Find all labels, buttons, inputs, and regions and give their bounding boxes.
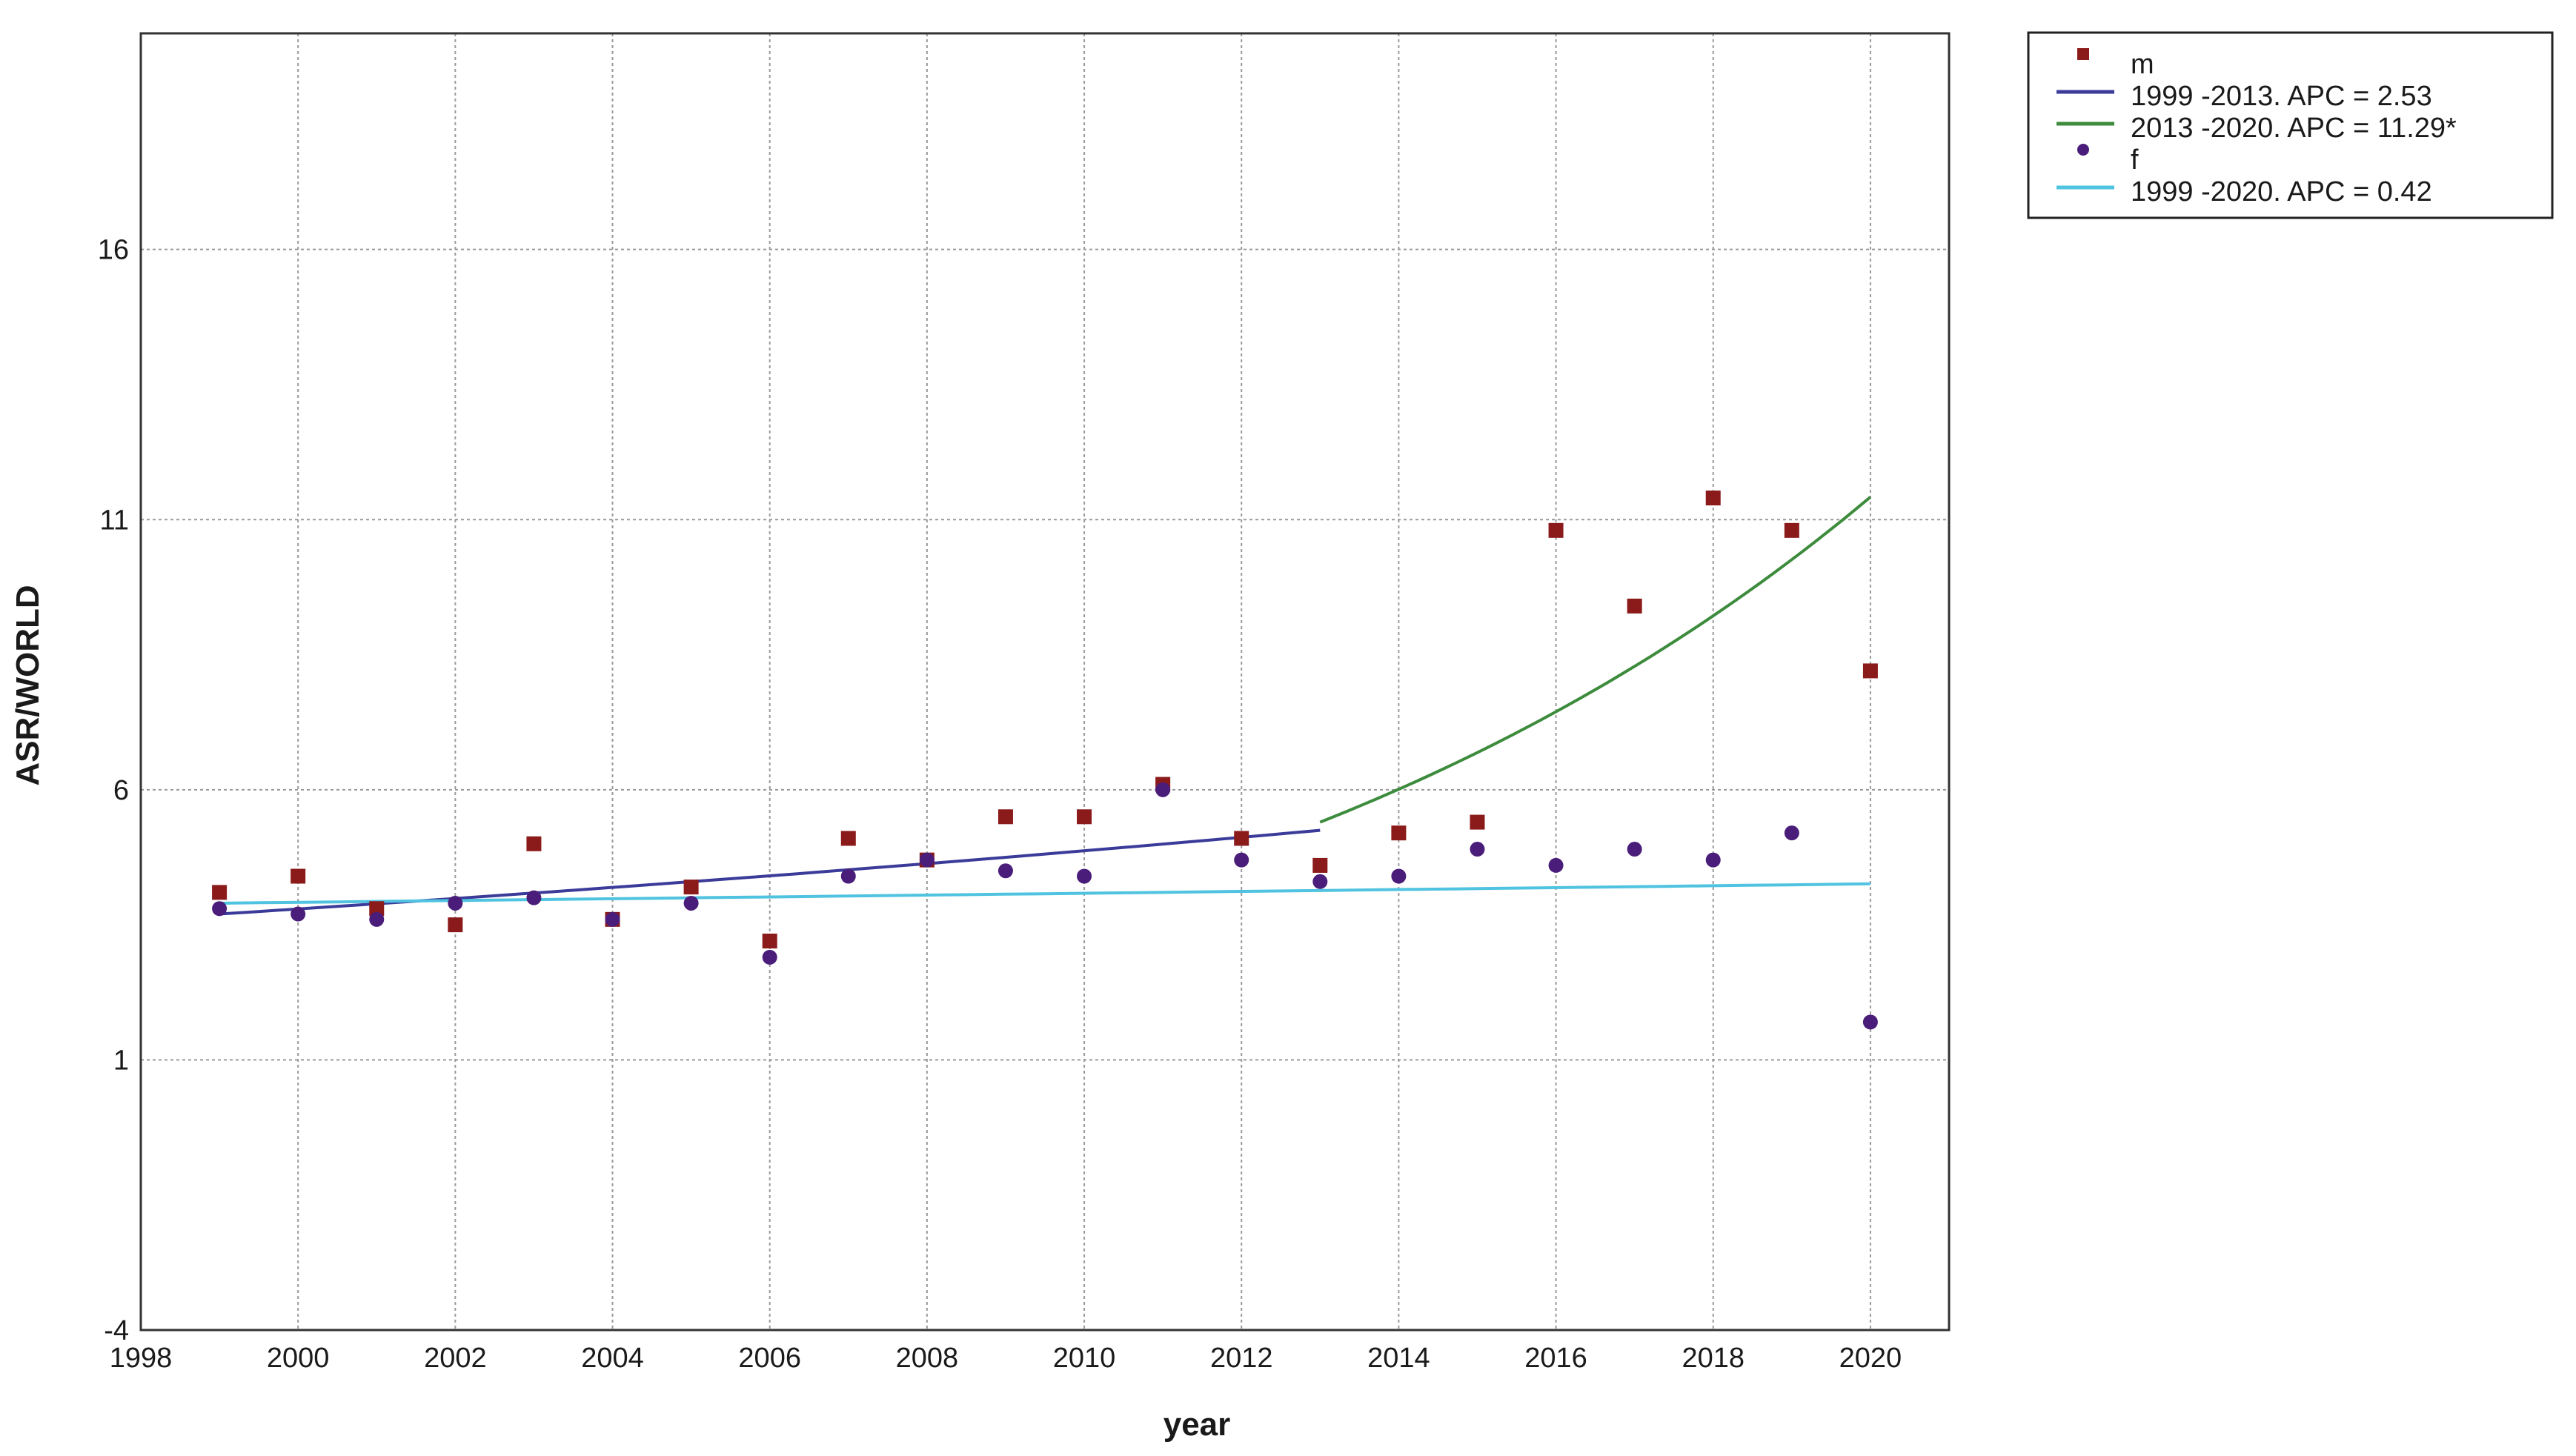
data-point-f: [1470, 842, 1485, 857]
data-point-f: [369, 911, 385, 927]
data-point-f: [919, 852, 935, 868]
data-point-f: [1234, 852, 1249, 868]
y-axis-title: ASR/WORLD: [10, 585, 46, 785]
data-point-f: [762, 949, 777, 965]
data-point-m: [1627, 598, 1642, 614]
data-point-m: [291, 868, 306, 884]
data-point-f: [997, 863, 1013, 879]
y-tick-label: -4: [104, 1315, 129, 1346]
x-tick-label: 1998: [110, 1343, 173, 1374]
plot-frame: [139, 32, 1951, 1332]
x-tick-label: 2008: [896, 1343, 959, 1374]
data-point-f: [605, 911, 620, 927]
x-tick-label: 2012: [1210, 1343, 1273, 1374]
data-point-m: [526, 836, 542, 851]
legend-label-4: 1999 -2020. APC = 0.42: [2131, 176, 2432, 207]
data-point-m: [762, 934, 777, 948]
x-tick-label: 2018: [1682, 1343, 1745, 1374]
data-point-m: [1312, 857, 1328, 873]
y-tick-label: 11: [100, 505, 129, 536]
legend-label-3: f: [2131, 144, 2139, 176]
data-point-m: [1784, 522, 1799, 538]
data-point-f: [1784, 825, 1799, 841]
data-point-m: [1705, 491, 1721, 506]
data-point-m: [212, 885, 228, 900]
legend-label-0: m: [2131, 49, 2154, 80]
data-point-f: [291, 906, 306, 922]
legend-box: [2027, 31, 2554, 219]
data-point-m: [369, 901, 385, 917]
y-tick-label: 16: [98, 235, 129, 266]
y-tick-label: 1: [113, 1045, 129, 1076]
data-point-f: [1548, 857, 1564, 873]
fit-lines: [219, 496, 1872, 916]
data-point-m: [448, 917, 463, 933]
tick-labels: 1998 2000 2002 2004 2006 2008 2010 2012 2014 2016…: [98, 235, 1902, 1374]
x-tick-label: 2002: [424, 1343, 487, 1374]
y-tick-label: 6: [113, 775, 129, 806]
data-point-f: [212, 901, 228, 917]
data-points: [212, 491, 1878, 1030]
data-point-f: [1077, 868, 1092, 884]
x-axis-title: year: [1163, 1406, 1231, 1443]
legend-label-1: 1999 -2013. APC = 2.53: [2131, 81, 2432, 112]
data-point-f: [683, 895, 699, 911]
x-tick-label: 2000: [267, 1343, 330, 1374]
data-point-m: [1862, 663, 1878, 679]
fit-line-2: [1319, 496, 1872, 824]
data-point-f: [1155, 782, 1171, 797]
x-tick-label: 2006: [738, 1343, 801, 1374]
data-point-f: [1862, 1014, 1878, 1030]
x-tick-label: 2004: [581, 1343, 644, 1374]
data-point-f: [840, 868, 856, 884]
legend-label-2: 2013 -2020. APC = 11.29*: [2131, 113, 2457, 144]
fit-line-4: [219, 882, 1870, 905]
data-point-m: [683, 880, 699, 895]
x-tick-label: 2020: [1839, 1343, 1902, 1374]
legend-marker-f: [2077, 144, 2089, 156]
data-point-m: [1470, 814, 1485, 830]
legend-marker-m: [2077, 48, 2089, 60]
data-point-m: [1548, 522, 1564, 538]
data-point-f: [1627, 842, 1642, 857]
data-point-m: [840, 831, 856, 846]
data-point-f: [448, 895, 463, 911]
data-point-m: [997, 809, 1013, 825]
x-tick-label: 2016: [1524, 1343, 1587, 1374]
grid: [141, 33, 1949, 1330]
data-point-m: [1391, 825, 1407, 841]
data-point-f: [1391, 868, 1407, 884]
data-point-m: [1077, 809, 1092, 825]
data-point-m: [1234, 831, 1249, 846]
x-tick-label: 2010: [1053, 1343, 1116, 1374]
x-tick-label: 2014: [1367, 1343, 1430, 1374]
data-point-f: [1705, 852, 1721, 868]
data-point-f: [526, 890, 542, 905]
data-point-f: [1312, 874, 1328, 889]
